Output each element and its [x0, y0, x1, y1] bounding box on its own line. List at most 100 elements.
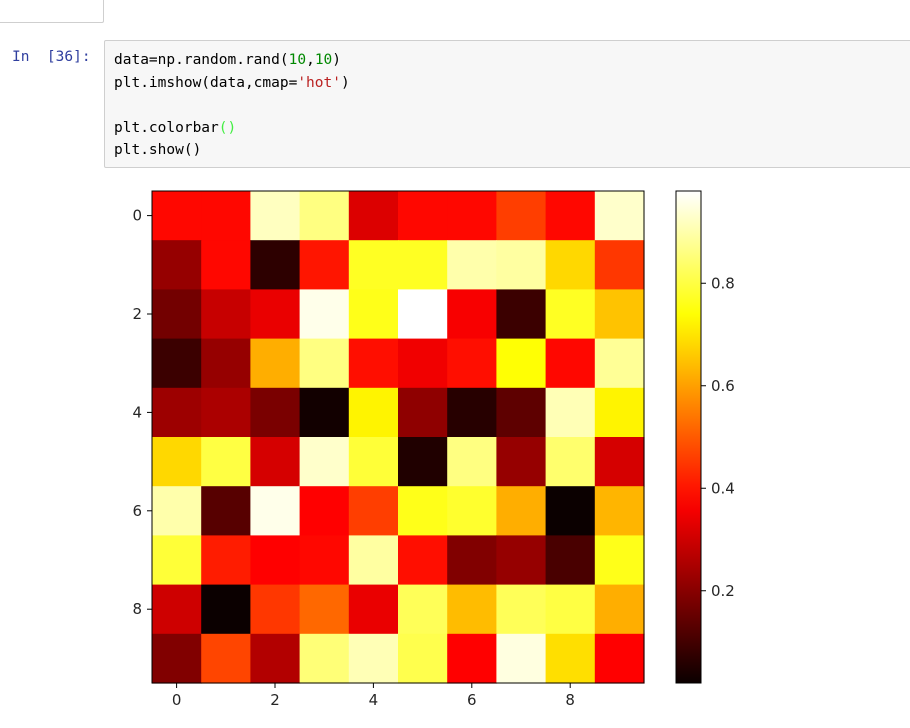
heatmap-cell-r9-c0: [152, 633, 202, 684]
heatmap-cell-r3-c7: [496, 338, 547, 389]
heatmap-cell-r4-c7: [496, 387, 547, 438]
heatmap-cell-r5-c5: [398, 437, 448, 487]
y-tick-label: 8: [132, 600, 142, 618]
heatmap-cell-r5-c3: [299, 437, 350, 487]
heatmap-cell-r9-c7: [496, 633, 547, 684]
heatmap-cell-r0-c9: [594, 191, 645, 241]
code-token: data=np.random.rand(: [114, 52, 289, 68]
heatmap-axis-ticks: 0 2 4 6 8 0 2 4 6 8: [132, 207, 575, 709]
heatmap-cell-r5-c9: [594, 437, 645, 487]
input-prompt: In [36]:: [12, 49, 91, 65]
heatmap-cell-r2-c3: [299, 289, 350, 340]
colorbar-tick-label: 0.6: [711, 377, 735, 395]
heatmap-cell-r9-c4: [348, 633, 399, 684]
heatmap-cell-r9-c9: [594, 633, 645, 684]
code-token: ): [340, 74, 350, 91]
heatmap-cell-r3-c0: [152, 338, 202, 389]
previous-cell-edge[interactable]: [0, 0, 104, 23]
x-tick-label: 8: [565, 691, 575, 709]
code-line[interactable]: plt.colorbar(): [114, 117, 350, 140]
heatmap-cell-r0-c5: [398, 191, 448, 241]
heatmap-cell-r8-c9: [594, 584, 645, 635]
heatmap-cell-r1-c0: [152, 240, 202, 290]
y-tick-label: 4: [132, 403, 142, 421]
heatmap-cell-r7-c5: [398, 535, 448, 586]
heatmap-cell-r1-c3: [299, 240, 350, 290]
heatmap-cell-r2-c9: [594, 289, 645, 340]
colorbar-tick-label: 0.2: [711, 582, 735, 600]
heatmap-cell-r2-c4: [348, 289, 399, 340]
heatmap-cell-r3-c5: [398, 338, 448, 389]
heatmap-cell-r6-c8: [545, 486, 596, 536]
heatmap-cell-r1-c1: [201, 240, 251, 290]
code-cell[interactable]: data=np.random.rand(10,10) plt.imshow(dat…: [104, 40, 910, 168]
heatmap-cell-r0-c2: [250, 191, 301, 241]
heatmap-cell-r5-c7: [496, 437, 547, 487]
heatmap-cell-r8-c1: [201, 584, 251, 635]
y-tick-label: 0: [132, 207, 142, 225]
heatmap-cell-r8-c8: [545, 584, 596, 635]
heatmap-cell-r3-c8: [545, 338, 596, 389]
x-tick-label: 0: [172, 691, 182, 709]
heatmap-cell-r3-c2: [250, 338, 301, 389]
heatmap-cell-r6-c4: [348, 486, 399, 536]
colorbar-ticks: 0.2 0.4 0.6 0.8: [701, 274, 735, 600]
heatmap-cell-r1-c8: [545, 240, 596, 290]
heatmap-cell-r2-c7: [496, 289, 547, 340]
heatmap-cell-r7-c7: [496, 535, 547, 586]
heatmap-cell-r4-c6: [447, 387, 497, 438]
heatmap-cell-r8-c2: [250, 584, 301, 635]
heatmap-cell-r9-c2: [250, 633, 301, 684]
code-token: plt.imshow(data,cmap=: [114, 74, 298, 91]
heatmap-cell-r0-c4: [348, 191, 399, 241]
heatmap-cell-r3-c6: [447, 338, 497, 389]
code-line[interactable]: data=np.random.rand(10,10): [114, 49, 350, 72]
heatmap-cell-r4-c4: [348, 387, 399, 438]
heatmap-cell-r7-c3: [299, 535, 350, 586]
heatmap-cell-r6-c0: [152, 486, 202, 536]
heatmap-cell-r7-c9: [594, 535, 645, 586]
heatmap-cell-r2-c8: [545, 289, 596, 340]
x-tick-label: 6: [467, 691, 477, 709]
heatmap-cell-r5-c1: [201, 437, 251, 487]
heatmap-cell-r2-c1: [201, 289, 251, 340]
heatmap-cell-r6-c2: [250, 486, 301, 536]
code-line[interactable]: plt.show(): [114, 139, 350, 162]
code-token: plt.colorbar: [114, 119, 219, 136]
x-tick-label: 2: [270, 691, 280, 709]
heatmap-cell-r6-c7: [496, 486, 547, 536]
heatmap-cell-r8-c7: [496, 584, 547, 635]
heatmap-cell-r8-c5: [398, 584, 448, 635]
heatmap-cell-r6-c5: [398, 486, 448, 536]
heatmap-cell-r5-c4: [348, 437, 399, 487]
code-line[interactable]: plt.imshow(data,cmap='hot'): [114, 72, 350, 95]
heatmap-cell-r5-c6: [447, 437, 497, 487]
code-token: (): [218, 119, 237, 136]
heatmap-cell-r4-c8: [545, 387, 596, 438]
y-tick-label: 2: [132, 305, 142, 323]
x-tick-label: 4: [369, 691, 379, 709]
y-tick-label: 6: [132, 502, 142, 520]
code-token: 10: [314, 52, 333, 68]
code-editor[interactable]: data=np.random.rand(10,10) plt.imshow(dat…: [114, 49, 350, 162]
heatmap-cell-r4-c9: [594, 387, 645, 438]
heatmap-frame: [151, 190, 645, 684]
heatmap-cell-r0-c8: [545, 191, 596, 241]
heatmap-cell-r0-c7: [496, 191, 547, 241]
heatmap-cell-r6-c9: [594, 486, 645, 536]
heatmap-cell-r7-c1: [201, 535, 251, 586]
heatmap-cell-r0-c1: [201, 191, 251, 241]
heatmap-cell-r8-c0: [152, 584, 202, 635]
heatmap-cell-r3-c9: [594, 338, 645, 389]
heatmap-cell-r4-c1: [201, 387, 251, 438]
heatmap-cell-r8-c4: [348, 584, 399, 635]
heatmap-cell-r3-c4: [348, 338, 399, 389]
heatmap-cell-r6-c6: [447, 486, 497, 536]
heatmap-cell-r0-c3: [299, 191, 350, 241]
heatmap-cell-r5-c8: [545, 437, 596, 487]
heatmap-cell-r8-c6: [447, 584, 497, 635]
colorbar-tick-label: 0.8: [711, 274, 735, 292]
code-token: 10: [288, 52, 307, 68]
